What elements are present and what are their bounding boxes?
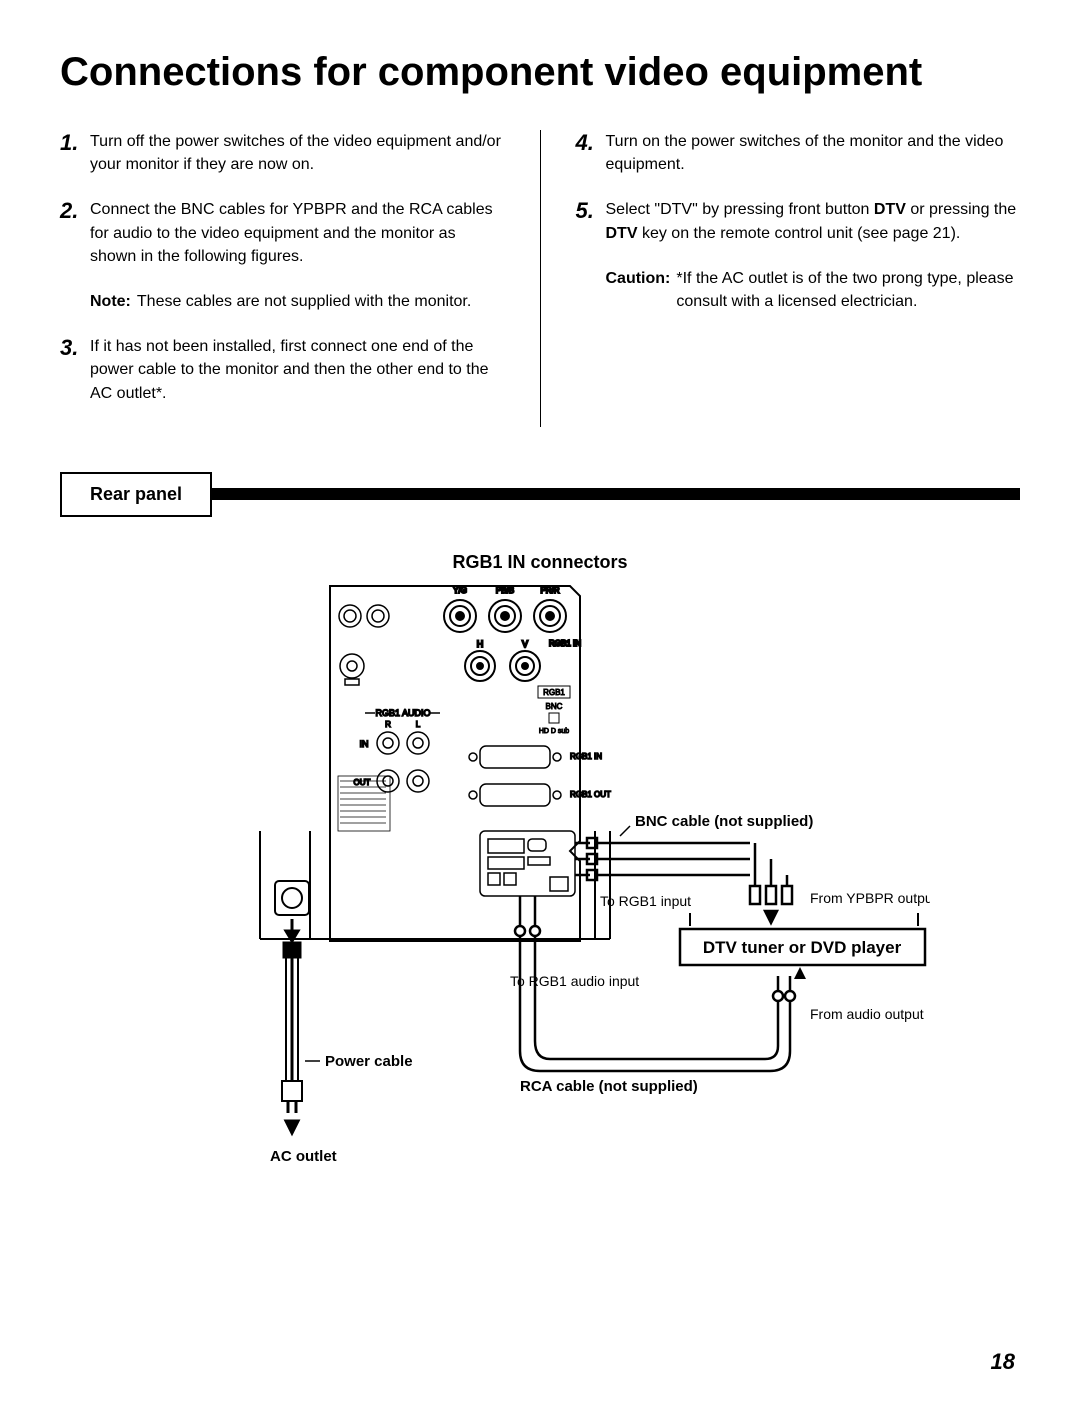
step-text: Select "DTV" by pressing front button DT… [606, 198, 1021, 244]
step-text: Turn off the power switches of the video… [90, 130, 505, 176]
step-text: Connect the BNC cables for YPBPR and the… [90, 198, 505, 268]
from-ypbpr-label: From YPBPR output [810, 890, 930, 906]
svg-text:HD D sub: HD D sub [539, 728, 569, 735]
step-5: 5. Select "DTV" by pressing front button… [576, 198, 1021, 244]
svg-text:RGB1 IN: RGB1 IN [549, 639, 581, 648]
step-number: 3. [60, 335, 90, 405]
from-audio-label: From audio output [810, 1006, 924, 1022]
rear-panel-label: Rear panel [60, 472, 212, 517]
page-number: 18 [991, 1349, 1015, 1375]
diagram-title: RGB1 IN connectors [60, 552, 1020, 573]
step-3: 3. If it has not been installed, first c… [60, 335, 505, 405]
svg-text:Y/G: Y/G [453, 586, 467, 595]
caution: Caution: *If the AC outlet is of the two… [606, 267, 1021, 313]
step-text: Turn on the power switches of the monito… [606, 130, 1021, 176]
right-column: 4. Turn on the power switches of the mon… [576, 130, 1021, 427]
dtv-tuner-label: DTV tuner or DVD player [703, 938, 902, 957]
rear-panel-header: Rear panel [60, 472, 1020, 517]
svg-text:L: L [416, 720, 421, 729]
rear-panel-bar [211, 488, 1020, 500]
svg-text:RGB1 OUT: RGB1 OUT [570, 790, 611, 799]
to-rgb1-input-label: To RGB1 input [600, 893, 691, 909]
step-number: 2. [60, 198, 90, 268]
svg-text:RGB1 AUDIO: RGB1 AUDIO [375, 708, 430, 718]
svg-text:IN: IN [360, 739, 369, 749]
svg-text:V: V [522, 639, 528, 649]
svg-text:R: R [385, 720, 391, 729]
step-text: If it has not been installed, first conn… [90, 335, 505, 405]
step-1: 1. Turn off the power switches of the vi… [60, 130, 505, 176]
to-rgb1-audio-label: To RGB1 audio input [510, 973, 639, 989]
rca-cable-label: RCA cable (not supplied) [520, 1078, 698, 1095]
step-number: 5. [576, 198, 606, 244]
step-4: 4. Turn on the power switches of the mon… [576, 130, 1021, 176]
step-2: 2. Connect the BNC cables for YPBPR and … [60, 198, 505, 268]
column-divider [540, 130, 541, 427]
svg-text:PR/R: PR/R [540, 586, 559, 595]
diagram-container: RGB1 IN connectors Y/G PB/B PR/R [60, 552, 1020, 1206]
svg-text:RGB1: RGB1 [543, 688, 565, 697]
svg-text:H: H [477, 639, 484, 649]
caution-text: *If the AC outlet is of the two prong ty… [676, 267, 1020, 313]
step-number: 4. [576, 130, 606, 176]
bnc-cable-label: BNC cable (not supplied) [635, 813, 813, 830]
power-cable-label: Power cable [325, 1053, 413, 1070]
svg-text:PB/B: PB/B [496, 586, 514, 595]
note-label: Note: [90, 290, 131, 313]
step-number: 1. [60, 130, 90, 176]
left-column: 1. Turn off the power switches of the vi… [60, 130, 505, 427]
connection-diagram: Y/G PB/B PR/R H V RGB1 IN [150, 581, 930, 1201]
rear-panel-section: Rear panel RGB1 IN connectors Y/G PB/B P… [60, 472, 1020, 1206]
ac-outlet-label: AC outlet [270, 1148, 337, 1165]
page-title: Connections for component video equipmen… [60, 50, 1020, 95]
instruction-columns: 1. Turn off the power switches of the vi… [60, 130, 1020, 427]
note: Note: These cables are not supplied with… [90, 290, 505, 313]
note-text: These cables are not supplied with the m… [137, 290, 471, 313]
caution-label: Caution: [606, 267, 671, 313]
svg-text:OUT: OUT [354, 778, 371, 787]
svg-text:RGB1 IN: RGB1 IN [570, 752, 602, 761]
svg-text:BNC: BNC [546, 702, 563, 711]
